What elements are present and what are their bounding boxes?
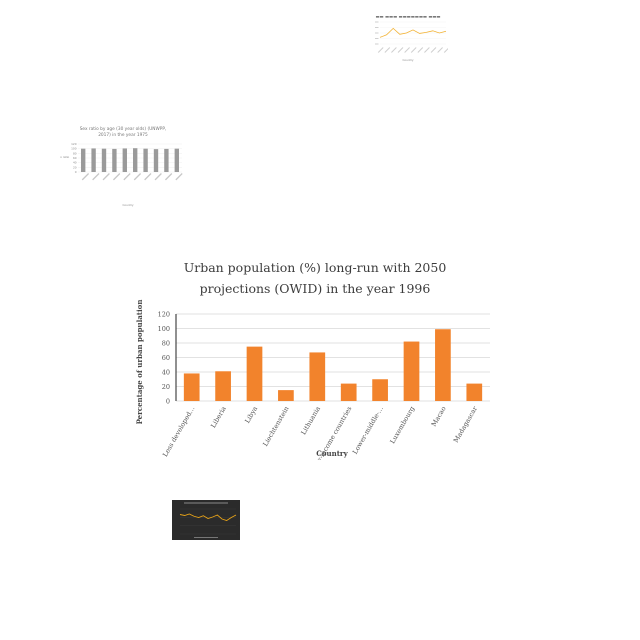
line-chart-thumbnail: ▬▬ ▬▬▬ ▬▬▬▬▬▬▬ ▬▬▬ Country <box>375 15 448 62</box>
thumb-line-x-tick <box>443 47 448 53</box>
thumb-bar <box>122 148 127 172</box>
thumb-line-series <box>379 27 447 38</box>
y-tick-label: 0 <box>166 397 170 405</box>
dark-thumb-line-series <box>179 513 237 521</box>
thumb-y-tick-label: 20 <box>73 165 77 169</box>
thumb-y-tick-label: 120 <box>71 142 77 146</box>
thumb-line-x-tick <box>391 47 397 53</box>
y-tick-label: 20 <box>162 383 170 391</box>
thumb-line-y-tick <box>375 32 379 34</box>
y-tick-label: 60 <box>162 354 170 362</box>
thumb-line-x-tick <box>424 47 430 53</box>
thumb-bar <box>91 148 96 172</box>
thumb-line-x-tick <box>384 47 391 53</box>
dark-thumb-title <box>184 502 228 504</box>
thumb-x-tick-label <box>112 173 121 181</box>
thumb-bar <box>81 148 86 172</box>
thumb-y-tick-label: 0 <box>75 170 77 174</box>
bar-chart-thumbnail: Sex ratio by age (30 year olds) (UNWPP, … <box>60 126 183 207</box>
x-tick-label: Lower-middle-... <box>351 405 385 456</box>
thumb-line-y-tick <box>375 27 379 28</box>
thumb-line-x-tick <box>430 47 437 53</box>
bar <box>466 383 483 401</box>
thumb-bar <box>133 148 138 172</box>
x-tick-label: Less developed... <box>161 405 196 458</box>
thumb-line-xlabel: Country <box>402 58 413 62</box>
dark-thumb-xlabel <box>194 537 218 538</box>
thumb-x-tick-label <box>133 173 142 181</box>
thumb-x-tick-label <box>164 173 173 181</box>
y-tick-label: 100 <box>158 325 170 333</box>
x-tick-label: Macao <box>430 405 448 428</box>
thumb-line-y-tick <box>375 43 379 45</box>
x-tick-label: Lithuania <box>299 405 322 436</box>
bar <box>215 371 231 401</box>
thumb-dark-plot <box>179 502 237 538</box>
thumb-bar <box>153 149 159 172</box>
bar <box>309 352 326 401</box>
thumb-x-tick-label <box>144 173 152 181</box>
thumb-x-tick-label <box>92 173 100 181</box>
thumb-bar <box>174 148 179 172</box>
thumb-line-x-tick <box>404 47 410 53</box>
chart-title-line2: projections (OWID) in the year 1996 <box>200 281 431 296</box>
thumb-x-tick-label <box>123 173 131 181</box>
bar <box>435 329 451 401</box>
thumb-bars-title-line1: Sex ratio by age (30 year olds) (UNWPP, <box>80 126 167 132</box>
y-axis-title: Percentage of urban population <box>135 300 144 425</box>
thumb-line-x-tick <box>377 47 384 53</box>
thumb-y-tick-label: 60 <box>73 156 77 160</box>
x-tick-label: Liechtenstein <box>261 405 290 448</box>
x-tick-label: Luxembourg <box>388 405 416 445</box>
thumb-x-tick-label <box>175 173 183 181</box>
chart-title-line1: Urban population (%) long-run with 2050 <box>184 260 447 275</box>
thumb-line-x-tick <box>437 47 443 53</box>
thumb-y-tick-label: 80 <box>73 151 77 155</box>
thumb-bars-xlabel: Country <box>122 203 133 207</box>
y-tick-label: 40 <box>162 368 170 376</box>
x-tick-label: Liberia <box>209 405 228 429</box>
y-tick-label: 80 <box>162 339 170 347</box>
chart-bars <box>183 329 483 401</box>
thumb-y-tick-label: 40 <box>73 161 77 165</box>
x-axis-title: Country <box>316 449 348 458</box>
thumb-line-y-tick <box>375 38 379 39</box>
bar <box>278 390 294 401</box>
dark-line-chart-thumbnail <box>172 500 240 540</box>
thumb-bars-title-line2: 2017) in the year 1975 <box>98 132 148 138</box>
bar <box>183 373 200 401</box>
x-tick-label: Libya <box>243 405 259 425</box>
thumb-line-x-tick <box>410 47 417 53</box>
bar <box>246 346 263 401</box>
thumb-bar <box>143 148 148 172</box>
urban-population-chart: Urban population (%) long-run with 2050 … <box>135 260 490 460</box>
thumb-bars-ylabel: Sex ratio <box>60 155 70 159</box>
bar <box>372 379 388 401</box>
thumb-line-plot <box>375 21 448 53</box>
y-tick-label: 120 <box>158 310 170 318</box>
thumb-x-tick-label <box>154 173 162 181</box>
thumb-line-y-tick <box>375 21 379 23</box>
thumb-line-x-tick <box>397 47 404 53</box>
thumb-y-tick-label: 100 <box>71 147 77 151</box>
y-axis-ticks: 0 20 40 60 80 100 120 <box>158 310 170 405</box>
thumb-line-x-tick <box>417 47 424 53</box>
thumb-x-tick-label <box>81 173 90 181</box>
thumb-line-title: ▬▬ ▬▬▬ ▬▬▬▬▬▬▬ ▬▬▬ <box>376 15 441 20</box>
thumb-bar <box>112 148 117 172</box>
bar <box>403 341 420 401</box>
bar <box>340 383 357 401</box>
thumb-bar <box>164 148 169 172</box>
thumb-bar <box>101 148 107 172</box>
dark-thumb-background <box>172 500 240 540</box>
thumb-x-tick-label <box>102 173 110 181</box>
x-tick-label: Madagascar <box>452 404 480 444</box>
